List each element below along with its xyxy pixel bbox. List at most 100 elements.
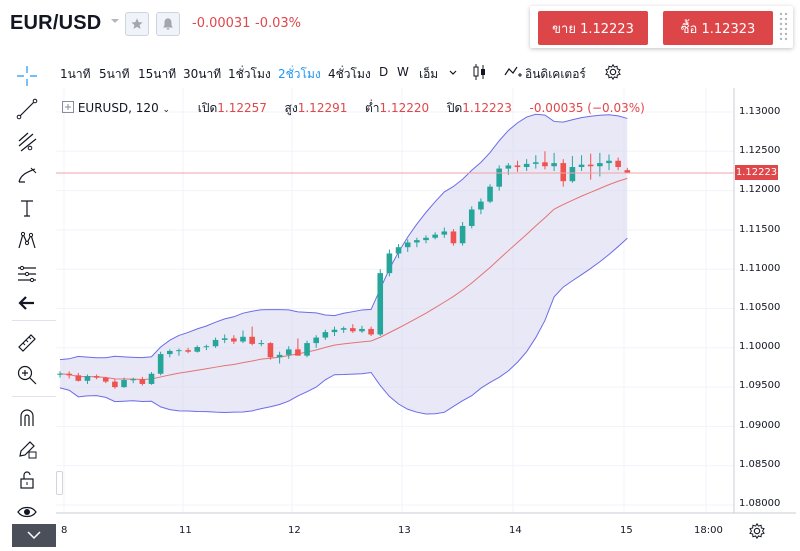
candle-body <box>240 336 246 342</box>
candle <box>285 346 292 359</box>
candle-body <box>441 231 448 235</box>
candle <box>66 371 72 379</box>
indicators-button[interactable]: อินดิเคเตอร์ <box>525 67 586 81</box>
timeframe-w[interactable]: W <box>397 65 409 79</box>
chevron-down-icon[interactable]: ⌄ <box>162 105 171 115</box>
prediction-icon[interactable] <box>14 261 40 287</box>
back-arrow-icon[interactable] <box>14 290 40 316</box>
candle-body <box>212 339 219 347</box>
sell-button[interactable]: ขาย 1.12223 <box>538 11 648 45</box>
candle-body <box>84 376 91 381</box>
candle <box>615 157 621 171</box>
legend-toggle-icon[interactable] <box>62 101 78 115</box>
candle <box>496 165 502 191</box>
candle <box>121 377 127 388</box>
candles-style-icon[interactable] <box>472 63 488 85</box>
drawing-toolbar <box>0 58 56 547</box>
text-tool-icon[interactable] <box>14 195 40 221</box>
price-axis-label: 1.09500 <box>739 380 781 391</box>
timeframe-4h[interactable]: 4ชั่วโมง <box>328 67 371 81</box>
timeframe-m[interactable]: เอ็ม <box>419 67 439 81</box>
candles <box>57 151 631 389</box>
timeframe-1h[interactable]: 1ชั่วโมง <box>228 67 271 81</box>
chevron-down-icon[interactable] <box>448 65 458 84</box>
time-axis-label: 8 <box>61 525 68 536</box>
indicators-icon[interactable] <box>504 64 524 84</box>
pattern-icon[interactable] <box>14 228 40 254</box>
candle-body <box>322 332 329 338</box>
price-axis-label: 1.11500 <box>739 224 781 235</box>
crosshair-icon[interactable] <box>14 63 40 89</box>
bell-icon[interactable] <box>156 12 180 36</box>
candle <box>258 339 265 347</box>
gear-icon[interactable] <box>604 63 622 85</box>
candle <box>478 198 484 215</box>
price-axis-label: 1.09000 <box>739 420 781 431</box>
candle-body <box>359 328 365 332</box>
chart-area[interactable] <box>56 88 796 547</box>
collapse-toolbar-button[interactable] <box>12 524 56 547</box>
candle-body <box>514 165 521 168</box>
pencil-lock-icon[interactable] <box>14 436 40 462</box>
candle-body <box>304 343 310 356</box>
candle <box>432 232 438 240</box>
band-lower-line <box>59 237 628 415</box>
trend-line-icon[interactable] <box>14 96 40 122</box>
candle-body <box>130 379 136 381</box>
grip-icon[interactable] <box>776 10 792 44</box>
price-axis-label: 1.10500 <box>739 302 781 313</box>
candle-body <box>533 162 539 164</box>
candle-body <box>615 160 621 168</box>
candle-body <box>295 349 301 356</box>
candle-body <box>185 350 191 352</box>
buy-button[interactable]: ซื้อ 1.12323 <box>663 11 773 45</box>
candle <box>578 155 585 171</box>
candle <box>249 326 255 346</box>
divider <box>12 320 56 321</box>
magnet-icon[interactable] <box>14 405 40 431</box>
timeframe-2h[interactable]: 2ชั่วโมง <box>278 67 321 81</box>
candle <box>313 335 319 348</box>
gear-icon[interactable] <box>748 522 766 544</box>
fib-retracement-icon[interactable] <box>14 129 40 155</box>
timeframe-1m[interactable]: 1นาที <box>60 67 91 81</box>
candlestick-chart[interactable] <box>56 88 796 547</box>
zoom-in-icon[interactable] <box>14 362 40 388</box>
time-axis-label: 11 <box>179 525 192 536</box>
candle-body <box>459 225 466 244</box>
timeframe-d[interactable]: D <box>379 65 389 79</box>
legend-close: 1.12223 <box>462 101 512 115</box>
candle-body <box>414 240 420 243</box>
current-price-label: 1.12223 <box>735 165 778 180</box>
band-upper-line <box>59 113 628 361</box>
candle-body <box>249 336 255 344</box>
star-icon[interactable] <box>125 12 149 36</box>
candle <box>276 351 283 364</box>
candle <box>359 325 365 333</box>
panel-handle[interactable] <box>56 471 63 495</box>
candle-body <box>340 328 347 330</box>
symbol-title[interactable]: EUR/USD <box>10 12 102 34</box>
candle <box>57 371 63 378</box>
candle-body <box>148 373 155 384</box>
candle-body <box>496 168 502 187</box>
timeframe-5m[interactable]: 5นาที <box>99 67 130 81</box>
candle <box>468 206 475 229</box>
legend-symbol[interactable]: EURUSD, 120 <box>77 101 159 115</box>
candle-body <box>505 165 512 169</box>
time-axis-label: 15 <box>620 525 633 536</box>
candle-body <box>231 338 237 342</box>
eye-icon[interactable] <box>14 499 40 525</box>
candle <box>340 326 347 333</box>
ruler-icon[interactable] <box>14 330 40 356</box>
legend-high-label: สูง <box>284 101 298 115</box>
price-axis-label: 1.12000 <box>739 184 781 195</box>
timeframe-15m[interactable]: 15นาที <box>138 67 177 81</box>
timeframe-30m[interactable]: 30นาที <box>183 67 222 81</box>
candle-body <box>176 350 182 352</box>
candle-body <box>432 234 438 238</box>
candle-body <box>468 209 475 226</box>
brush-icon[interactable] <box>14 162 40 188</box>
unlock-icon[interactable] <box>14 467 40 493</box>
dropdown-caret-icon[interactable] <box>108 14 122 28</box>
